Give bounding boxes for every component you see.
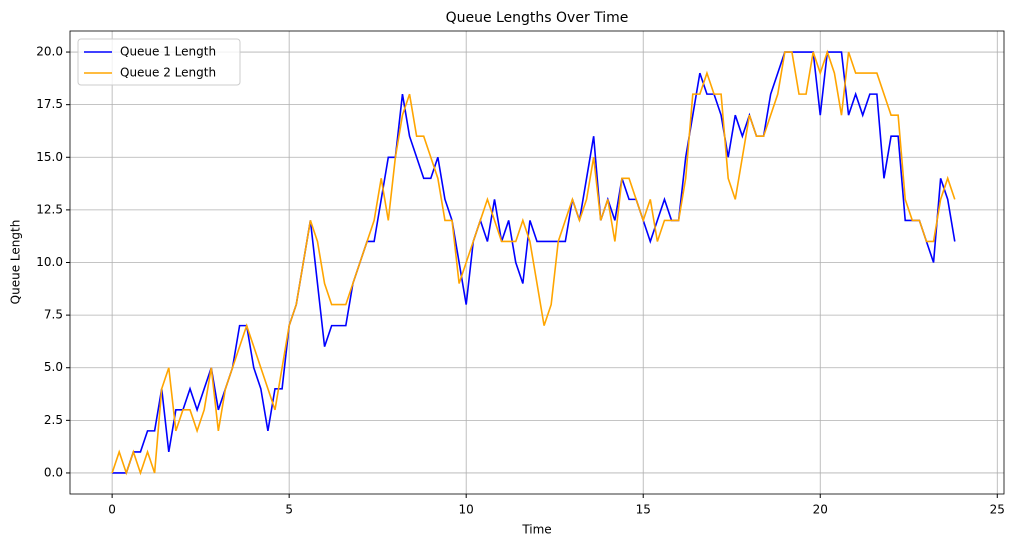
plot-frame	[69, 30, 1005, 495]
x-tick-label: 15	[636, 503, 651, 517]
legend-label: Queue 2 Length	[120, 66, 216, 80]
series-line	[112, 51, 956, 474]
legend-label: Queue 1 Length	[120, 45, 216, 59]
y-tick-label: 17.5	[36, 97, 63, 111]
chart-title: Queue Lengths Over Time	[446, 10, 629, 26]
x-tick-label: 10	[459, 503, 474, 517]
y-tick-label: 2.5	[44, 413, 63, 427]
y-tick-label: 10.0	[36, 255, 63, 269]
legend-box	[77, 38, 241, 86]
y-axis-label: Queue Length	[9, 220, 23, 305]
x-tick-label: 25	[990, 503, 1005, 517]
series-line	[111, 49, 956, 476]
y-tick-label: 20.0	[36, 45, 63, 59]
x-axis-label: Time	[521, 523, 551, 537]
y-tick-label: 12.5	[36, 202, 63, 216]
x-tick-label: 5	[285, 503, 293, 517]
y-tick-label: 0.0	[44, 465, 63, 479]
y-tick-label: 5.0	[44, 360, 63, 374]
y-tick-label: 7.5	[44, 308, 63, 322]
y-tick-label: 15.0	[36, 150, 63, 164]
x-tick-label: 20	[813, 503, 828, 517]
x-tick-label: 0	[108, 503, 116, 517]
